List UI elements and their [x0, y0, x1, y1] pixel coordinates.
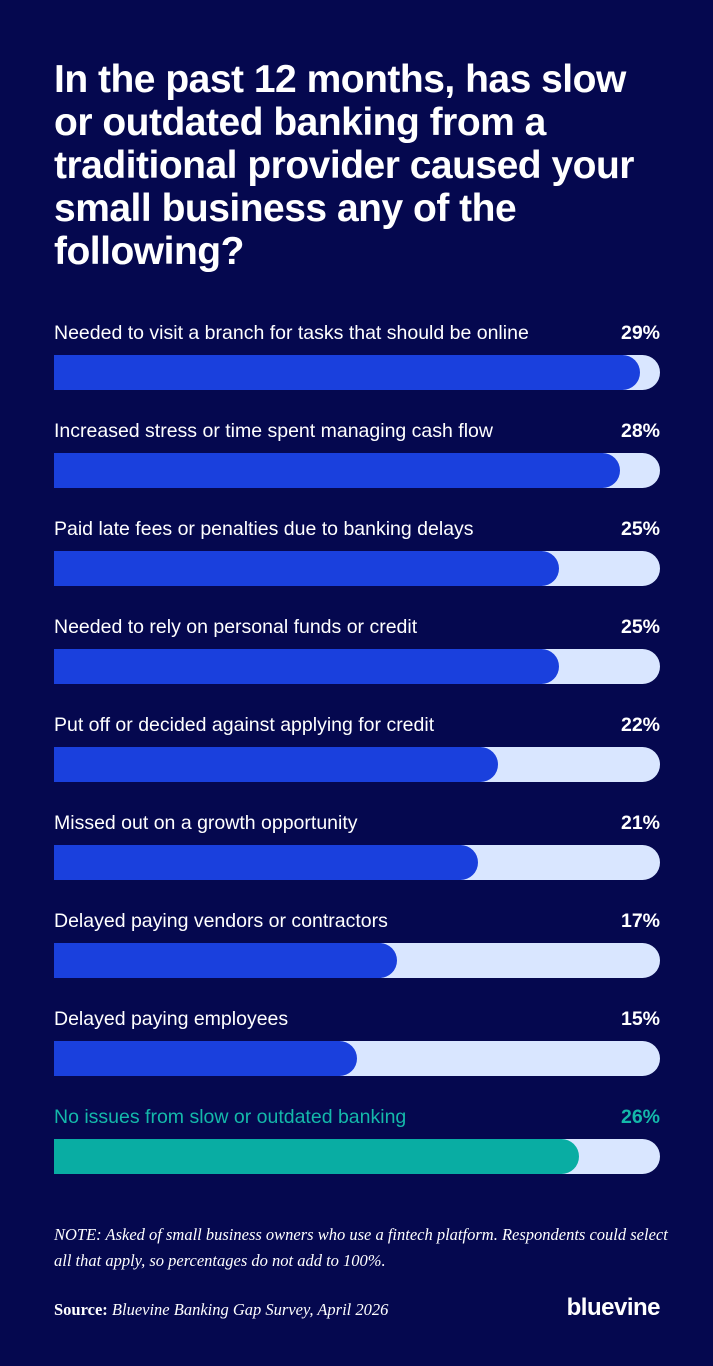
bar-label: No issues from slow or outdated banking: [54, 1106, 407, 1128]
source-label: Source: [54, 1300, 103, 1319]
bar-value-label: 22%: [620, 714, 660, 736]
bar: [54, 355, 640, 390]
source-separator: :: [102, 1300, 112, 1319]
bar-label: Paid late fees or penalties due to banki…: [54, 518, 474, 540]
source-line: Source: Bluevine Banking Gap Survey, Apr…: [54, 1300, 388, 1320]
bar-label: Needed to rely on personal funds or cred…: [54, 616, 418, 638]
bar-row: Needed to rely on personal funds or cred…: [54, 612, 660, 710]
bar-label: Missed out on a growth opportunity: [54, 812, 358, 834]
bar-value-label: 21%: [620, 812, 660, 834]
bar: [54, 845, 478, 880]
bar-value-label: 25%: [620, 616, 660, 638]
bar-row: Increased stress or time spent managing …: [54, 416, 660, 514]
bar-track: [54, 943, 660, 978]
bar-value-label: 17%: [620, 910, 660, 932]
source-text: Bluevine Banking Gap Survey, April 2026: [111, 1300, 389, 1319]
bar-track: [54, 551, 660, 586]
bar-row: Paid late fees or penalties due to banki…: [54, 514, 660, 612]
bar-value-label: 29%: [620, 322, 660, 344]
bar-label: Delayed paying employees: [54, 1008, 289, 1030]
bar-row: Delayed paying vendors or contractors 17%: [54, 906, 660, 1004]
bar-row: Put off or decided against applying for …: [54, 710, 660, 808]
bar-label: Put off or decided against applying for …: [54, 714, 435, 736]
bar-track: [54, 1041, 660, 1076]
bar-track: [54, 355, 660, 390]
bluevine-logo: bluevine: [566, 1294, 661, 1321]
bar-row: Delayed paying employees 15%: [54, 1004, 660, 1102]
bar-track: [54, 453, 660, 488]
bar: [54, 1139, 579, 1174]
bar-row: Needed to visit a branch for tasks that …: [54, 318, 660, 416]
bar-label: Increased stress or time spent managing …: [54, 420, 493, 442]
bar-label: Needed to visit a branch for tasks that …: [54, 322, 529, 344]
bar-value-label: 15%: [620, 1008, 660, 1030]
bar-track: [54, 1139, 660, 1174]
bar: [54, 453, 620, 488]
bar-label: Delayed paying vendors or contractors: [54, 910, 388, 932]
bar-track: [54, 845, 660, 880]
bar-value-label: 25%: [620, 518, 660, 540]
bar: [54, 649, 559, 684]
bar-chart: Needed to visit a branch for tasks that …: [54, 318, 660, 1200]
bar-value-label: 26%: [620, 1106, 660, 1128]
bar: [54, 943, 397, 978]
bar-row: No issues from slow or outdated banking 2…: [54, 1102, 660, 1200]
bar-track: [54, 649, 660, 684]
bar: [54, 551, 559, 586]
bar: [54, 1041, 357, 1076]
chart-title: In the past 12 months, has slow or outda…: [54, 58, 634, 273]
bar-track: [54, 747, 660, 782]
bar-value-label: 28%: [620, 420, 660, 442]
bar-row: Missed out on a growth opportunity 21%: [54, 808, 660, 906]
survey-note: NOTE: Asked of small business owners who…: [54, 1225, 668, 1270]
bar: [54, 747, 498, 782]
